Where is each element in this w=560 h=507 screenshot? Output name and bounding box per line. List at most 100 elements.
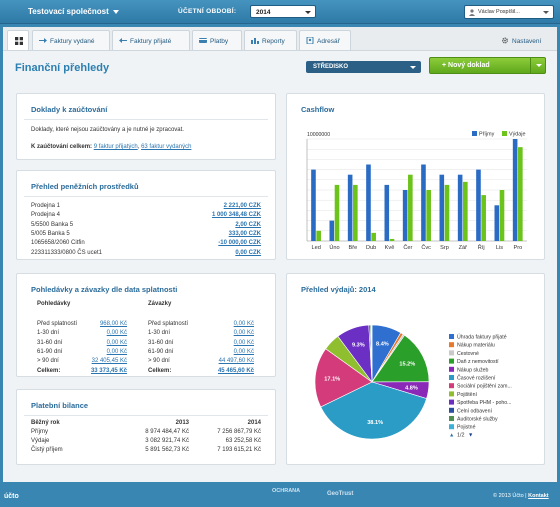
card-title: Pohledávky a závazky dle data splatnosti bbox=[31, 285, 178, 294]
due-row-label: 61-90 dní bbox=[37, 348, 63, 355]
link-received-invoices[interactable]: 9 faktur přijatých bbox=[93, 144, 138, 150]
legend-label: Celní odbavení bbox=[457, 408, 492, 414]
legend-swatch bbox=[449, 342, 454, 348]
legend-label: Pojištění bbox=[457, 392, 477, 398]
x-tick-label: Říj bbox=[478, 243, 485, 251]
cash-account-name: Prodejna 1 bbox=[31, 203, 61, 209]
invoice-out-icon bbox=[39, 38, 47, 43]
legend-label: Spotřeba PHM - poho... bbox=[457, 400, 512, 406]
due-receivable-value[interactable]: 0,00 Kč bbox=[106, 339, 127, 346]
chevron-down-icon bbox=[305, 11, 311, 14]
tab-faktury-prijate[interactable]: Faktury přijaté bbox=[112, 30, 190, 50]
x-tick-label: Kvě bbox=[385, 245, 395, 251]
address-book-icon bbox=[306, 37, 314, 44]
user-menu[interactable]: Václav Pospíšil... bbox=[464, 5, 554, 19]
bar-expense bbox=[426, 190, 431, 241]
cash-account-value[interactable]: 1 000 348,48 CZK bbox=[211, 212, 261, 219]
legend-label: Časové rozlišení bbox=[457, 375, 496, 382]
new-document-button[interactable]: + Nový doklad bbox=[429, 57, 546, 74]
cash-account-value[interactable]: 0,00 CZK bbox=[235, 249, 261, 256]
card-expenses: Přehled výdajů: 2014 8.4% 15.2% 4.8% 38.1% 1… bbox=[286, 273, 545, 465]
separator: , bbox=[137, 144, 140, 150]
due-row-label: Před splatností bbox=[148, 321, 189, 327]
x-tick-label: Srp bbox=[440, 245, 449, 251]
due-row-label: 31-60 dní bbox=[148, 339, 174, 346]
due-receivable-total[interactable]: 33 373,45 Kč bbox=[90, 367, 127, 374]
slice-label: 8.4% bbox=[376, 341, 389, 347]
card-doklady: Doklady k zaúčtování Doklady, které nejs… bbox=[16, 93, 276, 160]
balance-row-label: Příjmy bbox=[31, 429, 48, 435]
cash-account-name: 223311333/0800 ČS ucet1 bbox=[31, 249, 102, 256]
invoice-in-icon bbox=[119, 38, 127, 43]
period-select[interactable]: 2014 bbox=[250, 5, 316, 18]
due-payable-value[interactable]: 0,00 Kč bbox=[233, 339, 254, 346]
user-name: Václav Pospíšil... bbox=[478, 9, 520, 15]
due-receivable-value[interactable]: 968,00 Kč bbox=[99, 321, 127, 327]
card-title: Přehled peněžních prostředků bbox=[31, 182, 139, 191]
tab-faktury-vydane[interactable]: Faktury vydané bbox=[32, 30, 110, 50]
tab-adresar[interactable]: Adresář bbox=[299, 30, 351, 50]
card-title: Přehled výdajů: 2014 bbox=[301, 285, 376, 294]
contact-link[interactable]: Kontakt bbox=[528, 493, 549, 499]
tab-settings[interactable]: Nastavení bbox=[494, 30, 554, 50]
bar-income bbox=[311, 169, 316, 241]
cash-account-value[interactable]: -10 000,00 CZK bbox=[218, 240, 261, 247]
grid-icon bbox=[15, 37, 23, 45]
divider bbox=[24, 196, 268, 197]
tab-label: Adresář bbox=[317, 38, 340, 45]
tab-label: Faktury vydané bbox=[50, 38, 95, 45]
balance-head-2014: 2014 bbox=[247, 420, 261, 426]
legend-label: Daň z nemovitostí bbox=[457, 359, 499, 365]
due-receivable-value[interactable]: 0,00 Kč bbox=[106, 330, 127, 337]
bar-income bbox=[421, 164, 426, 241]
balance-2013-value: 3 082 921,74 Kč bbox=[145, 438, 189, 444]
legend-swatch bbox=[449, 399, 454, 405]
company-selector[interactable]: Testovací společnost bbox=[28, 7, 119, 16]
due-payable-value[interactable]: 0,00 Kč bbox=[233, 321, 254, 327]
due-payable-value[interactable]: 0,00 Kč bbox=[233, 330, 254, 337]
due-row-label: 61-90 dní bbox=[148, 348, 174, 355]
cash-account-value[interactable]: 2 221,00 CZK bbox=[223, 203, 261, 209]
due-receivable-value[interactable]: 32 405,45 Kč bbox=[91, 358, 127, 365]
balance-2013-value: 8 974 484,47 Kč bbox=[145, 429, 189, 435]
divider bbox=[24, 415, 268, 416]
legend-swatch bbox=[502, 131, 507, 136]
y-tick-label: 10000000 bbox=[307, 132, 330, 138]
card-splatnost: Pohledávky a závazky dle data splatnosti… bbox=[16, 273, 276, 377]
due-row-label: 31-60 dní bbox=[37, 339, 63, 346]
new-document-dropdown[interactable] bbox=[530, 58, 545, 73]
card-cash: Přehled peněžních prostředků Prodejna 1 2… bbox=[16, 170, 276, 260]
cash-account-value[interactable]: 333,00 CZK bbox=[228, 230, 261, 237]
cash-account-value[interactable]: 2,00 CZK bbox=[235, 221, 261, 228]
legend-label: Cestovné bbox=[457, 351, 479, 357]
bar-income bbox=[439, 174, 445, 241]
main-content: Finanční přehledy STŘEDISKO + Nový dokla… bbox=[3, 51, 557, 482]
expenses-pie-chart: 8.4% 15.2% 4.8% 38.1% 17.1% 9.3% Úhrada faktur… bbox=[314, 324, 512, 440]
chevron-down-icon bbox=[536, 64, 542, 67]
due-payable-value[interactable]: 44 497,60 Kč bbox=[218, 358, 254, 365]
security-badge: OCHRANA bbox=[272, 488, 301, 494]
due-receivable-value[interactable]: 0,00 Kč bbox=[106, 348, 127, 355]
tab-platby[interactable]: Platby bbox=[192, 30, 242, 50]
legend-swatch bbox=[449, 366, 454, 372]
center-select[interactable]: STŘEDISKO bbox=[306, 61, 421, 73]
bar-expense bbox=[481, 195, 486, 241]
bar-income bbox=[329, 220, 335, 241]
cash-account-name: 5/5500 Banka 5 bbox=[31, 221, 74, 228]
slice-label: 38.1% bbox=[367, 420, 383, 426]
legend-swatch bbox=[472, 131, 477, 136]
bar-expense bbox=[334, 184, 340, 241]
balance-2014-value: 7 193 615,21 Kč bbox=[217, 447, 261, 453]
bar-income bbox=[366, 164, 371, 241]
link-issued-invoices[interactable]: 63 faktur vydaných bbox=[141, 144, 192, 150]
due-payable-value[interactable]: 0,00 Kč bbox=[233, 348, 254, 355]
doklady-total-label: K zaúčtování celkem: bbox=[31, 144, 93, 150]
tab-dashboard[interactable] bbox=[7, 30, 29, 50]
tab-reporty[interactable]: Reporty bbox=[244, 30, 297, 50]
period-label: ÚČETNÍ OBDOBÍ: bbox=[178, 8, 237, 15]
bar-income bbox=[347, 174, 353, 241]
due-payable-total[interactable]: 45 465,60 Kč bbox=[217, 367, 254, 374]
card-cashflow: Cashflow 10000000 Led Úno Bře Dub Kvě Čer Čvc Sr… bbox=[286, 93, 545, 260]
legend-swatch bbox=[449, 350, 454, 356]
balance-2014-value: 7 256 867,79 Kč bbox=[217, 429, 261, 435]
